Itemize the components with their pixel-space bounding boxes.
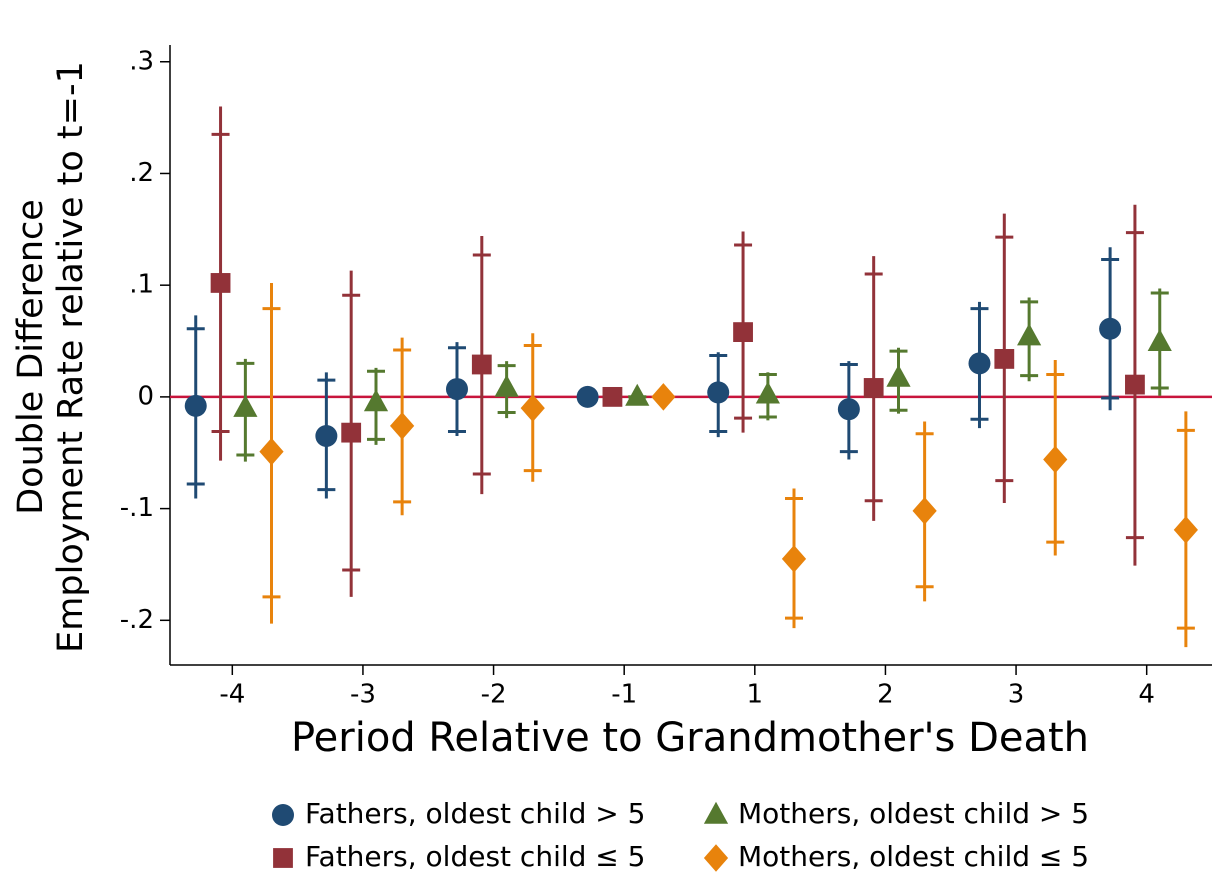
y-tick-label: .2	[129, 158, 154, 188]
point	[390, 412, 415, 440]
point	[233, 394, 258, 417]
x-tick-label: 4	[1138, 680, 1155, 710]
legend-marker	[273, 848, 293, 868]
point	[837, 398, 860, 421]
y-axis-title: Employment Rate relative to t=-1	[51, 61, 91, 653]
point	[341, 422, 362, 443]
point	[886, 364, 911, 387]
x-tick-label: -4	[219, 680, 245, 710]
point	[602, 386, 623, 407]
point	[1125, 374, 1145, 395]
legend-marker	[272, 804, 294, 826]
point	[968, 352, 991, 375]
y-tick-label: 0	[137, 381, 154, 411]
legend-label: Fathers, oldest child > 5	[305, 797, 645, 830]
point	[1099, 317, 1122, 340]
point	[1147, 328, 1172, 351]
x-tick-label: 3	[1008, 680, 1025, 710]
legend-marker	[703, 844, 729, 872]
point	[259, 437, 284, 466]
y-tick-label: -.2	[120, 605, 154, 635]
point	[445, 378, 468, 401]
x-axis-title: Period Relative to Grandmother's Death	[291, 715, 1089, 761]
y-tick-label: .1	[129, 270, 154, 300]
legend-label: Fathers, oldest child ≤ 5	[305, 840, 645, 873]
point	[471, 354, 492, 375]
point	[494, 374, 519, 397]
legend-label: Mothers, oldest child > 5	[738, 797, 1089, 830]
point	[315, 424, 338, 447]
point	[1017, 323, 1042, 346]
x-tick-label: -2	[481, 680, 507, 710]
x-tick-label: -3	[350, 680, 376, 710]
point	[1043, 445, 1068, 474]
x-tick-label: 2	[877, 680, 894, 710]
point	[863, 378, 884, 398]
point	[994, 349, 1015, 369]
point	[363, 389, 389, 412]
x-tick-label: 1	[747, 680, 764, 710]
point	[781, 545, 807, 573]
point	[520, 394, 545, 422]
y-axis-title: Double Difference	[11, 199, 51, 515]
y-tick-label: .3	[129, 46, 154, 76]
point	[755, 381, 780, 404]
legend-marker	[703, 801, 729, 824]
point	[184, 394, 207, 417]
x-tick-label: -1	[611, 680, 637, 710]
point	[1173, 516, 1198, 544]
y-tick-label: -.1	[120, 493, 154, 523]
point	[210, 273, 231, 293]
point	[576, 385, 599, 408]
point	[625, 383, 650, 406]
point	[651, 383, 676, 411]
point	[707, 381, 730, 404]
point	[912, 497, 937, 525]
legend-label: Mothers, oldest child ≤ 5	[738, 840, 1089, 873]
point	[733, 322, 753, 342]
